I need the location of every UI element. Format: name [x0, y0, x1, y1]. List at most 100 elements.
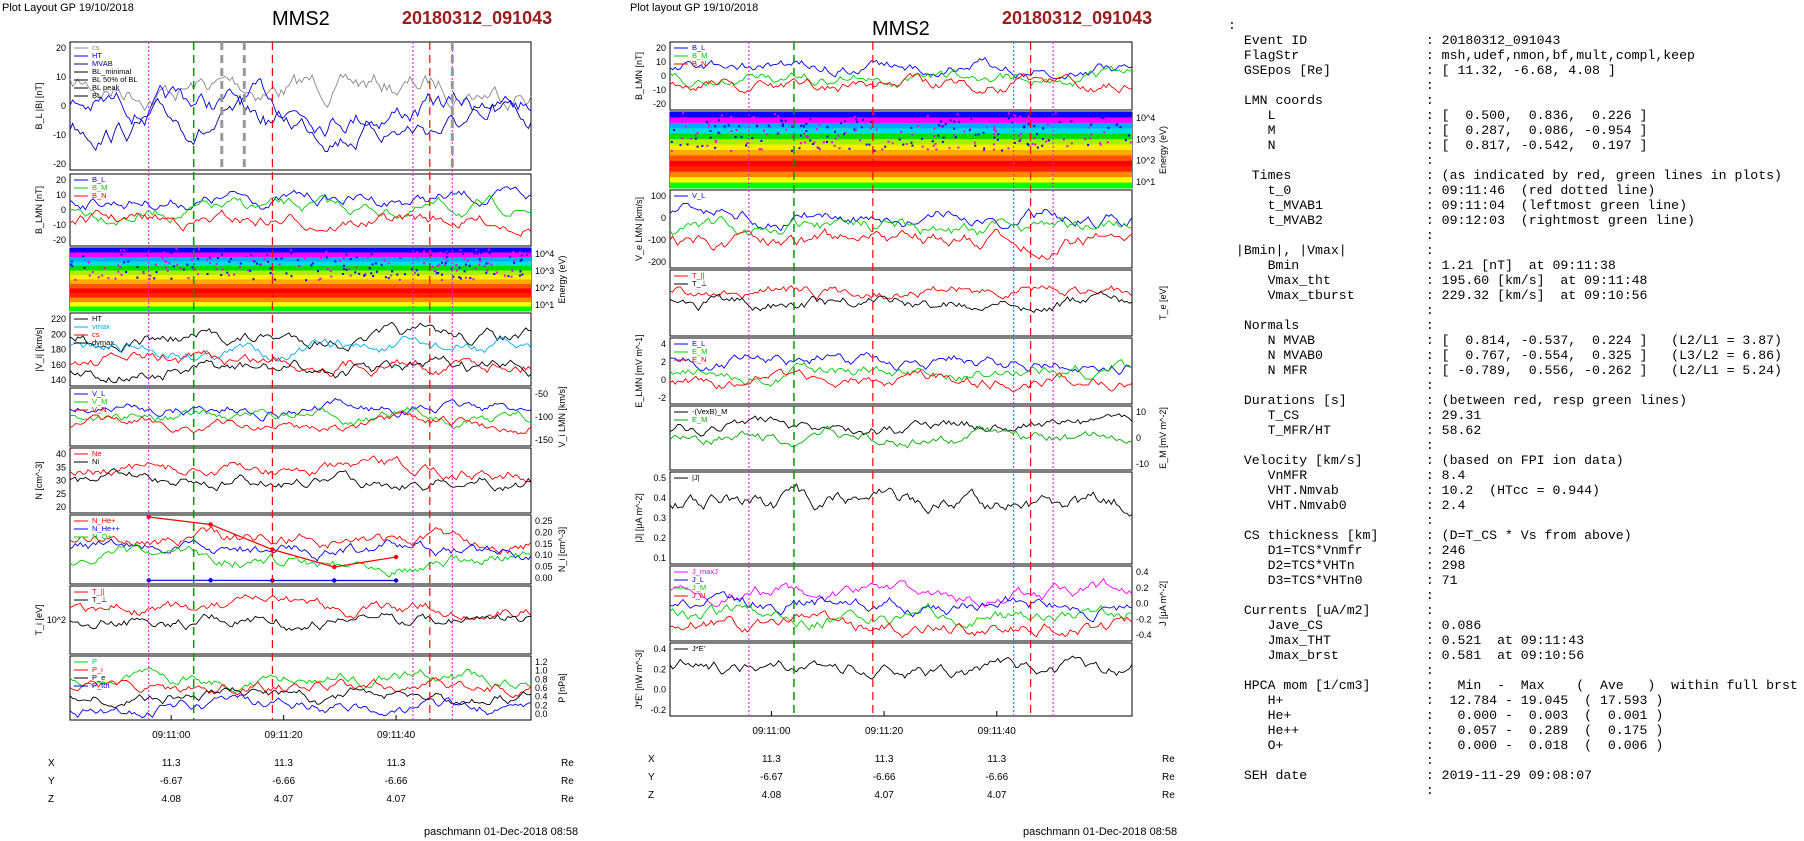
spectrogram-pixel [165, 266, 168, 269]
tick-label: 220 [51, 314, 66, 324]
spectrogram-pixel [977, 133, 980, 136]
series-trace [69, 349, 532, 377]
spectrogram-pixel [800, 124, 803, 127]
spectrogram-pixel [854, 118, 857, 121]
info-line: N MFR : [ -0.789, 0.556, -0.262 ] (L2/L1… [1228, 363, 1782, 378]
panel-frame [69, 447, 532, 514]
tick-label: 20 [56, 175, 66, 185]
info-line: D3=TCS*VHTn0 : 71 [1228, 573, 1458, 588]
series-trace [669, 368, 1133, 393]
position-row-label: Z [48, 794, 54, 805]
spectrogram-pixel [260, 263, 263, 266]
spectrogram-pixel [1042, 127, 1045, 130]
info-line: : [1228, 228, 1434, 243]
axis-label: J [μA m^-2] [1158, 581, 1168, 626]
spectrogram-pixel [101, 274, 104, 277]
spectrogram-band [670, 177, 1132, 184]
legend-entry: N_He++ [92, 524, 121, 533]
legend-entry: T_⊥ [692, 279, 708, 288]
spectrogram-pixel [881, 148, 884, 151]
spectrogram-pixel [148, 278, 151, 281]
spectrogram-pixel [844, 119, 847, 122]
series-trace [669, 285, 1133, 300]
spectrogram-pixel [937, 134, 940, 137]
spectrogram-pixel [805, 129, 808, 132]
spectrogram-pixel [963, 130, 966, 133]
tick-label: -10 [653, 85, 666, 95]
spectrogram-pixel [463, 257, 466, 260]
spectrogram-pixel [952, 121, 955, 124]
spectrogram-pixel [833, 130, 836, 133]
spectrogram-pixel [1011, 121, 1014, 124]
spectrogram-pixel [983, 147, 986, 150]
spectrogram-pixel [438, 263, 441, 266]
spectrogram-pixel [413, 271, 416, 274]
spectrogram-pixel [718, 119, 721, 122]
spectrogram-pixel [1046, 123, 1049, 126]
spectrogram-pixel [900, 131, 903, 134]
series-trace [69, 397, 532, 422]
tick-label: 10^4 [1136, 113, 1155, 123]
spectrogram-pixel [1034, 143, 1037, 146]
spectrogram-pixel [1019, 138, 1022, 141]
spectrogram-pixel [982, 131, 985, 134]
spectrogram-pixel [953, 120, 956, 123]
spectrogram-pixel [176, 263, 179, 266]
spectrogram-pixel [83, 266, 86, 269]
series-trace [69, 73, 532, 112]
series-trace [669, 577, 1133, 608]
spectrogram-pixel [197, 273, 200, 276]
spectrogram-pixel [215, 268, 218, 271]
legend-entry: B_N [92, 191, 107, 200]
spectrogram-pixel [953, 127, 956, 130]
axis-label: Energy (eV) [1158, 126, 1168, 174]
tick-label: 0.10 [535, 550, 553, 560]
spectrogram-pixel [464, 263, 467, 266]
spectrogram-pixel [1007, 147, 1010, 150]
spectrogram-pixel [1128, 134, 1131, 137]
spectrogram-pixel [1019, 115, 1022, 118]
spectrogram-pixel [488, 252, 491, 255]
spectrogram-pixel [751, 116, 754, 119]
spectrogram-pixel [912, 114, 915, 117]
spectrogram-pixel [330, 275, 333, 278]
spectrogram-pixel [941, 140, 944, 143]
spectrogram-pixel [1099, 142, 1102, 145]
spectrogram-pixel [377, 252, 380, 255]
spectrogram-pixel [136, 276, 139, 279]
spectrogram-pixel [493, 273, 496, 276]
spectrogram-pixel [399, 255, 402, 258]
spectrogram-pixel [933, 127, 936, 130]
spectrogram-pixel [115, 249, 118, 252]
spectrogram-pixel [486, 269, 489, 272]
spectrogram-pixel [777, 131, 780, 134]
spectrogram-pixel [168, 262, 171, 265]
legend-entry: N_O+ [92, 532, 112, 541]
spectrogram-pixel [459, 249, 462, 252]
spectrogram-pixel [298, 265, 301, 268]
spectrogram-pixel [452, 275, 455, 278]
spectrogram-pixel [842, 133, 845, 136]
spectrogram-pixel [1101, 116, 1104, 119]
info-line: : [1228, 303, 1434, 318]
legend-entry: HT [92, 314, 102, 323]
legend-entry: V_L [92, 389, 105, 398]
tick-label: 160 [51, 360, 66, 370]
spectrogram-pixel [875, 128, 878, 131]
spectrogram-pixel [374, 262, 377, 265]
spectrogram-pixel [785, 128, 788, 131]
spectrogram-pixel [1066, 145, 1069, 148]
spectrogram-pixel [694, 137, 697, 140]
spectrogram-pixel [249, 269, 252, 272]
axis-label: E_LMN [mV m^-1] [634, 334, 644, 407]
spectrogram-pixel [136, 266, 139, 269]
spectrogram-pixel [290, 275, 293, 278]
legend-entry: J*E' [692, 644, 706, 653]
spectrogram-pixel [456, 269, 459, 272]
spectrogram-pixel [744, 120, 747, 123]
spectrogram-pixel [707, 122, 710, 125]
spectrogram-pixel [228, 260, 231, 263]
spectrogram-pixel [345, 268, 348, 271]
spectrogram-pixel [911, 133, 914, 136]
spectrogram-pixel [441, 273, 444, 276]
